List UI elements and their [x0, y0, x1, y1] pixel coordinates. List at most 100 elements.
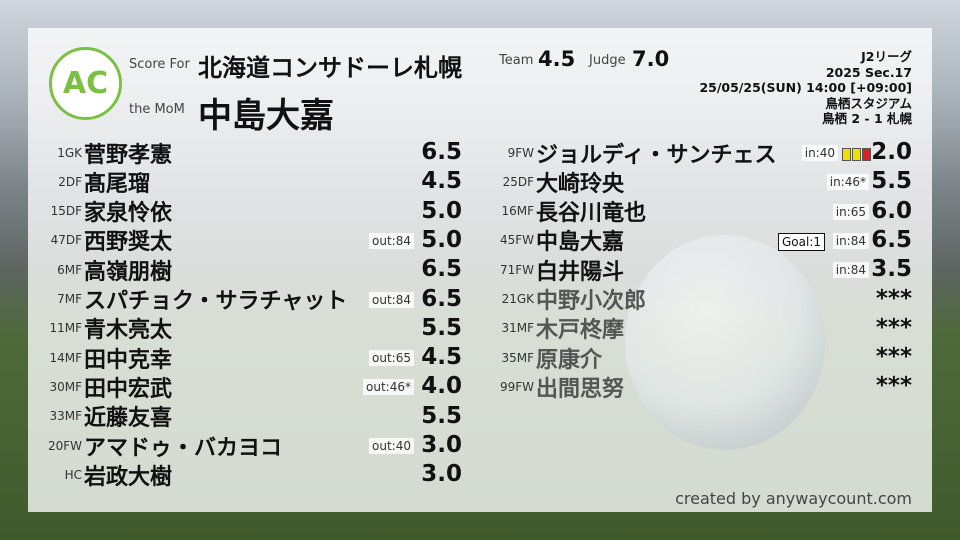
player-position: 25DF	[502, 174, 534, 189]
player-row: 1GK 菅野孝憲	[30, 138, 173, 168]
player-rating: 6.0	[871, 197, 912, 224]
player-position: 21GK	[501, 292, 534, 306]
player-position: 16MF	[501, 204, 534, 219]
logo-text: AC	[62, 66, 109, 101]
match-info: J2リーグ 2025 Sec.17 25/05/25(SUN) 14:00 [+…	[699, 49, 912, 127]
player-name: 長谷川竜也	[536, 201, 647, 227]
judge-score: 7.0	[632, 47, 670, 71]
player-position: 20FW	[47, 438, 82, 453]
player-rating: ***	[875, 314, 912, 341]
player-rating: 5.5	[421, 314, 462, 341]
player-row: 35MF 原康介	[482, 343, 603, 373]
player-rating: 3.0	[421, 461, 462, 488]
ball-image	[625, 235, 825, 450]
player-rating: 6.5	[421, 139, 462, 165]
sub-tag: in:84	[832, 262, 869, 279]
league: J2リーグ	[861, 49, 912, 64]
player-rating: ***	[875, 344, 912, 371]
player-row: 9FW ジョルディ・サンチェス	[482, 138, 777, 168]
player-name: 岩政大樹	[84, 464, 173, 490]
datetime: 25/05/25(SUN) 14:00 [+09:00]	[699, 80, 912, 95]
team-score: 4.5	[538, 47, 576, 71]
player-row: 21GK 中野小次郎	[482, 285, 646, 314]
player-row: 6MF 高嶺朋樹	[30, 255, 173, 285]
player-name: 白井陽斗	[536, 259, 625, 285]
player-row: 2DF 髙尾瑠	[30, 167, 151, 197]
player-row: 15DF 家泉怜依	[30, 197, 172, 226]
stadium: 鳥栖スタジアム	[825, 95, 912, 111]
player-row: HC 岩政大樹	[30, 460, 173, 490]
player-position: 47DF	[50, 233, 82, 248]
player-name: 中島大嘉	[536, 230, 625, 256]
player-position: 2DF	[58, 174, 82, 189]
player-rating: 5.5	[421, 402, 462, 429]
credit: created by anywaycount.com	[675, 489, 912, 508]
player-row: 14MF 田中克幸	[30, 343, 172, 373]
player-rating: ***	[875, 373, 912, 400]
mom-label: the MoM	[129, 102, 185, 117]
player-rating: 5.0	[421, 226, 462, 253]
player-name: スパチョク・サラチャット	[84, 289, 348, 314]
player-name: 家泉怜依	[84, 201, 173, 227]
player-position: 9FW	[507, 145, 534, 160]
player-rating: 3.0	[421, 432, 462, 458]
player-row: 20FW アマドゥ・バカヨコ	[30, 431, 283, 461]
score-for-label: Score For	[129, 57, 190, 72]
sub-tag: out:40	[369, 438, 414, 454]
player-name: ジョルディ・サンチェス	[536, 142, 777, 168]
sub-tag: in:84	[832, 232, 869, 249]
player-name: 木戸柊摩	[536, 318, 625, 344]
player-row: 45FW 中島大嘉	[482, 226, 624, 255]
player-rating: 4.5	[421, 344, 462, 371]
sub-tag: out:84	[369, 291, 414, 308]
judge-score-label: Judge	[589, 53, 626, 68]
player-position: HC	[64, 467, 82, 482]
player-name: 近藤友喜	[84, 406, 173, 432]
player-rating: 6.5	[421, 256, 462, 283]
player-name: アマドゥ・バカヨコ	[84, 435, 283, 461]
player-name: 菅野孝憲	[84, 142, 173, 168]
section: 2025 Sec.17	[825, 64, 912, 80]
player-row: 7MF スパチョク・サラチャット	[30, 285, 347, 314]
player-position: 33MF	[49, 409, 82, 424]
player-position: 7MF	[57, 292, 82, 306]
player-name: 中野小次郎	[536, 289, 647, 314]
player-name: 青木亮太	[84, 318, 173, 344]
player-position: 45FW	[499, 233, 534, 248]
player-position: 1GK	[57, 145, 82, 160]
sub-tag: in:40	[801, 145, 838, 161]
player-rating: 6.5	[871, 226, 912, 253]
player-row: 16MF 長谷川竜也	[482, 197, 646, 226]
card-icon	[852, 148, 861, 161]
player-position: 14MF	[49, 350, 82, 365]
player-position: 15DF	[50, 204, 82, 219]
cards	[842, 146, 872, 165]
sub-tag: in:65	[832, 203, 869, 220]
player-position: 30MF	[49, 379, 82, 394]
player-position: 71FW	[499, 262, 534, 277]
player-name: 高嶺朋樹	[84, 259, 173, 285]
player-row: 25DF 大崎玲央	[482, 167, 625, 197]
player-name: 大崎玲央	[536, 171, 625, 197]
player-row: 99FW 出間思努	[482, 372, 624, 402]
player-rating: 5.5	[871, 168, 912, 195]
player-name: 原康介	[536, 347, 603, 373]
player-name: 田中宏武	[84, 376, 173, 402]
player-rating: 2.0	[871, 139, 912, 165]
player-name: 髙尾瑠	[84, 171, 151, 197]
player-position: 31MF	[501, 321, 534, 336]
goal-badge: Goal:1	[777, 232, 825, 251]
player-row: 47DF 西野奨太	[30, 226, 172, 255]
mom-name: 中島大嘉	[198, 96, 334, 136]
player-rating: 4.0	[421, 373, 462, 400]
player-name: 西野奨太	[84, 230, 173, 256]
player-position: 99FW	[499, 379, 534, 394]
player-rating: 5.0	[421, 197, 462, 224]
player-row: 31MF 木戸柊摩	[482, 314, 624, 343]
team-score-label: Team	[499, 53, 534, 68]
player-rating: ***	[875, 285, 912, 312]
card-icon	[862, 148, 871, 161]
result: 鳥栖 2 - 1 札幌	[822, 111, 912, 126]
sub-tag: in:46*	[826, 174, 869, 191]
player-row: 33MF 近藤友喜	[30, 402, 172, 431]
